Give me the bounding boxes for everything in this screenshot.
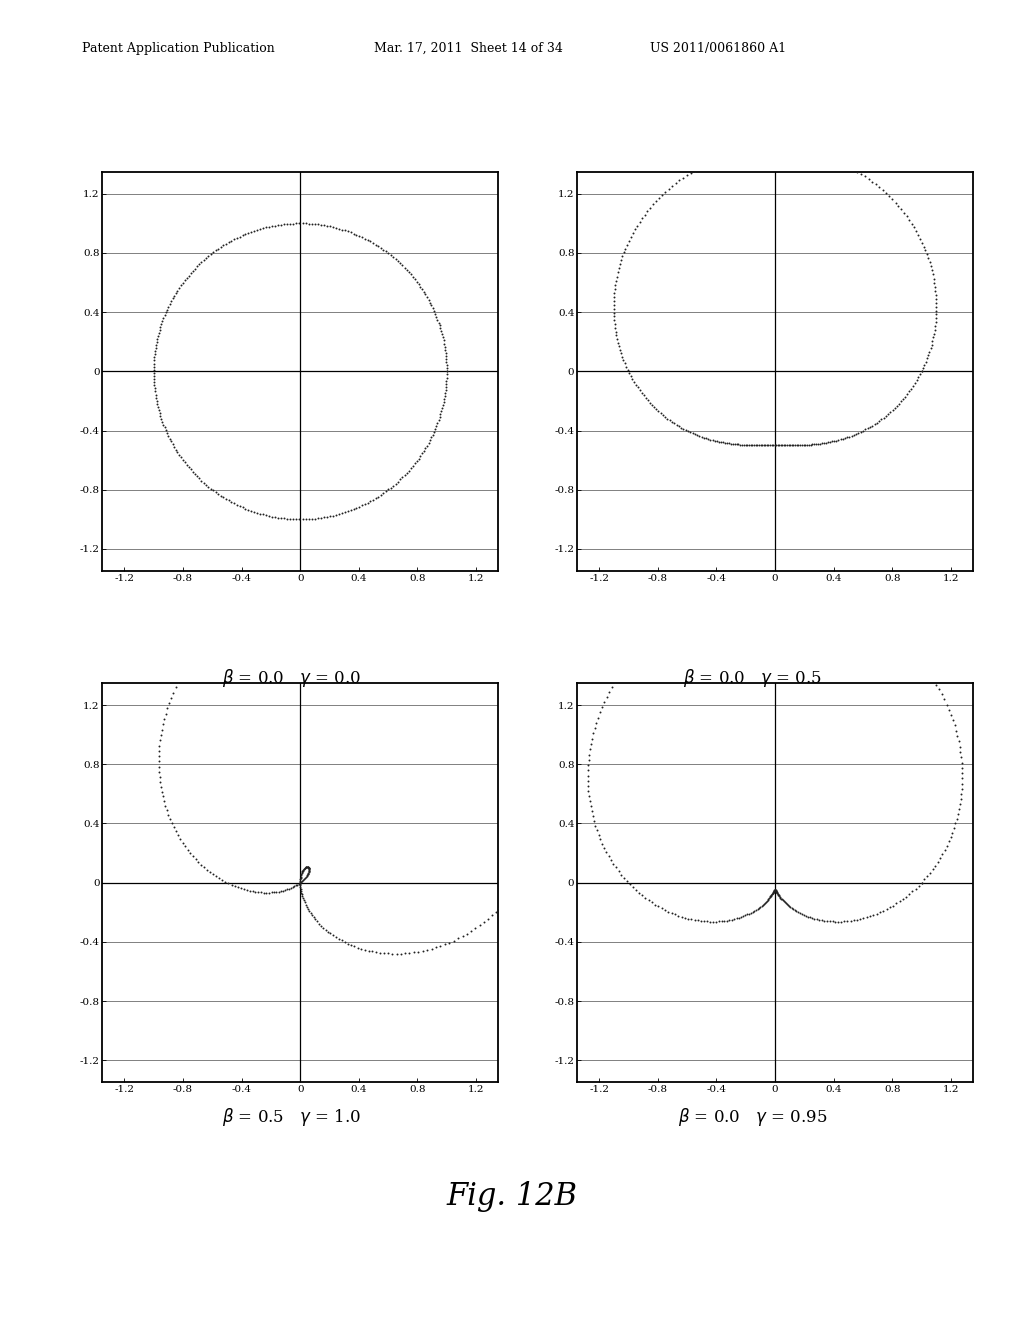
Text: $\beta$ = 0.0   $\gamma$ = 0.5: $\beta$ = 0.0 $\gamma$ = 0.5	[683, 667, 822, 689]
Text: US 2011/0061860 A1: US 2011/0061860 A1	[650, 42, 786, 55]
Text: $\beta$ = 0.5   $\gamma$ = 1.0: $\beta$ = 0.5 $\gamma$ = 1.0	[222, 1106, 361, 1129]
Text: Mar. 17, 2011  Sheet 14 of 34: Mar. 17, 2011 Sheet 14 of 34	[374, 42, 562, 55]
Text: $\beta$ = 0.0   $\gamma$ = 0.0: $\beta$ = 0.0 $\gamma$ = 0.0	[222, 667, 361, 689]
Text: Fig. 12B: Fig. 12B	[446, 1181, 578, 1212]
Text: Patent Application Publication: Patent Application Publication	[82, 42, 274, 55]
Text: $\beta$ = 0.0   $\gamma$ = 0.95: $\beta$ = 0.0 $\gamma$ = 0.95	[678, 1106, 827, 1129]
